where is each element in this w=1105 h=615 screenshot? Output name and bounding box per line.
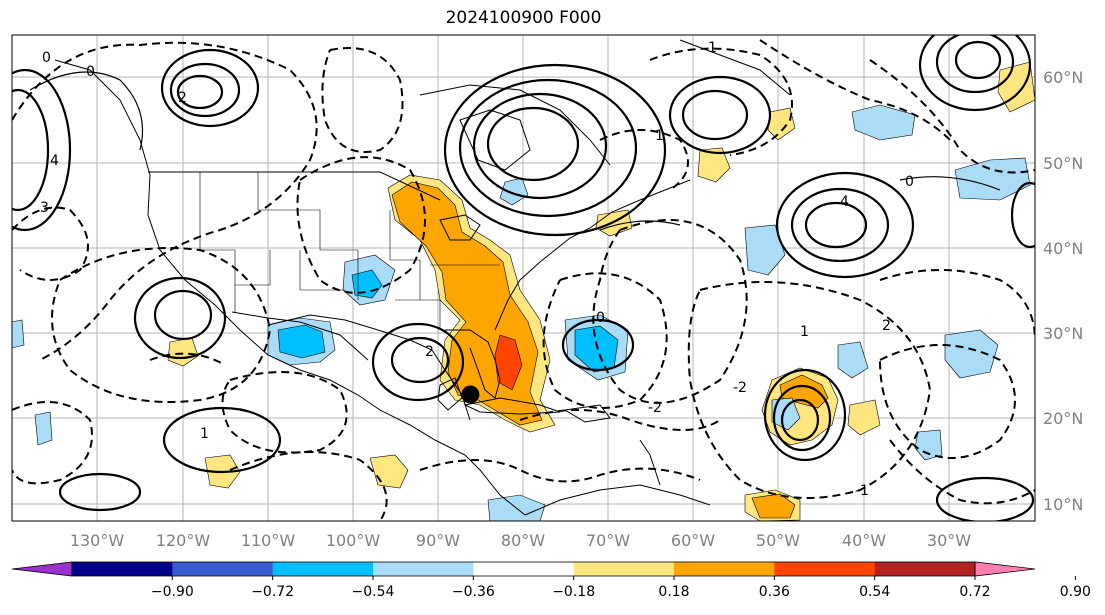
colorbar-segment [72, 562, 173, 576]
negative-anomaly-east-5 [837, 341, 869, 379]
colorbar-label: 0.90 [1060, 584, 1091, 600]
map-title: 2024100900 F000 [445, 8, 602, 28]
lon-tick-label: 60°W [671, 531, 715, 550]
lon-tick-label: 130°W [70, 531, 125, 550]
colorbar-label: −0.18 [552, 584, 595, 600]
positive-anomaly-atlantic-n [697, 147, 731, 183]
contour-label: 0 [596, 310, 605, 326]
longitude-axis: 130°W 120°W 110°W 100°W 90°W 80°W 70°W 6… [70, 531, 971, 550]
contour-label: 1 [708, 40, 717, 56]
colorbar-segment [674, 562, 775, 576]
contour-label: 1 [800, 324, 809, 340]
contour-label: 0 [905, 174, 914, 190]
lon-tick-label: 30°W [927, 531, 971, 550]
yucatan [437, 377, 463, 411]
lon-tick-label: 100°W [326, 531, 381, 550]
lon-tick-label: 70°W [586, 531, 630, 550]
colorbar-segment [172, 562, 274, 576]
contour-label: -1 [855, 483, 869, 499]
colorbar-label: −0.54 [352, 584, 395, 600]
colorbar-segment [573, 562, 675, 576]
negative-anomaly-wpac2 [12, 319, 25, 349]
lon-tick-label: 80°W [501, 531, 545, 550]
contour-labels: 0 0 1 2 2 3 4 -2 -1 0 4 1 -2 2 0 1 1 [40, 40, 914, 499]
negative-anomaly-hurricane [771, 397, 801, 431]
hispaniola [563, 404, 611, 423]
negative-anomaly-gulf-mid [277, 324, 326, 359]
contour-label: 2 [425, 344, 434, 360]
lon-tick-label: 120°W [156, 531, 211, 550]
contour-label: -2 [733, 380, 747, 396]
florida [445, 329, 501, 399]
contour-label: 1 [200, 426, 209, 442]
colorbar-label: 0.54 [859, 584, 890, 600]
us-canada-border [148, 171, 441, 201]
thin-contours [29, 71, 1001, 231]
shaded-anomalies [12, 61, 1035, 521]
contour-label: 1 [655, 128, 664, 144]
colorbar-segment [473, 562, 575, 576]
contour-label: 0 [86, 64, 95, 80]
map-frame [11, 34, 1036, 522]
lesser-antilles [639, 439, 661, 486]
colorbar-label: −0.72 [251, 584, 294, 600]
positive-anomaly-ne [997, 61, 1035, 113]
lon-tick-label: 110°W [241, 531, 296, 550]
contour-label: 4 [840, 194, 849, 210]
negative-anomaly-east-3 [954, 157, 1031, 201]
hudson-bay [459, 109, 531, 171]
colorbar-extend-high [974, 561, 1036, 577]
great-lakes [439, 214, 481, 241]
lat-tick-label: 60°N [1043, 68, 1083, 87]
lon-tick-label: 90°W [416, 531, 460, 550]
contour-label: -2 [648, 400, 662, 416]
negative-anomaly-east-2 [851, 104, 916, 141]
colorbar-segment [272, 562, 374, 576]
lat-tick-label: 20°N [1043, 409, 1083, 428]
lon-tick-label: 40°W [842, 531, 886, 550]
colorbar-frame [71, 561, 976, 577]
lat-tick-label: 30°N [1043, 324, 1083, 343]
contour-label: 3 [40, 200, 49, 216]
positive-anomaly-strong [494, 334, 523, 391]
colorbar-label: −0.36 [452, 584, 495, 600]
negative-anomaly-wpac [34, 411, 53, 446]
contour-label: 0 [42, 50, 51, 66]
south-america-north [524, 484, 711, 516]
colorbar-label: 0.18 [658, 584, 689, 600]
coastlines [54, 39, 791, 516]
negative-anomaly-east [744, 224, 786, 276]
north-america-west-coast [54, 59, 526, 516]
colorbar-segment [774, 562, 876, 576]
colorbar: −0.90 −0.72 −0.54 −0.36 −0.18 0.18 0.36 0.54 0.7… [11, 561, 1091, 600]
lon-tick-label: 50°W [756, 531, 800, 550]
canada-north [419, 84, 611, 166]
lat-tick-label: 40°N [1043, 239, 1083, 258]
positive-anomaly-mid-atl [847, 399, 881, 436]
cuba [463, 397, 561, 415]
colorbar-extend-low [11, 561, 73, 577]
contour-label: 2 [882, 318, 891, 334]
lat-tick-label: 50°N [1043, 154, 1083, 173]
latitude-axis: 60°N 50°N 40°N 30°N 20°N 10°N [1043, 68, 1083, 514]
colorbar-label: 0.72 [959, 584, 990, 600]
positive-contours [12, 35, 1035, 521]
colorbar-label: −0.90 [151, 584, 194, 600]
negative-anomaly-east-4 [944, 329, 999, 379]
storm-center-marker [461, 385, 480, 404]
us-state-borders [199, 172, 500, 330]
negative-contours [12, 39, 1035, 521]
colorbar-label: 0.36 [759, 584, 790, 600]
colorbar-segment [874, 562, 976, 576]
contour-label: 4 [50, 153, 59, 169]
lat-tick-label: 10°N [1043, 495, 1083, 514]
map-panel: 0 0 1 2 2 3 4 -2 -1 0 4 1 -2 2 0 1 1 [11, 34, 1036, 522]
us-mexico-border [231, 311, 369, 361]
greenland-coast [679, 39, 791, 96]
colorbar-segment [373, 562, 474, 576]
contour-label: 2 [178, 90, 187, 106]
